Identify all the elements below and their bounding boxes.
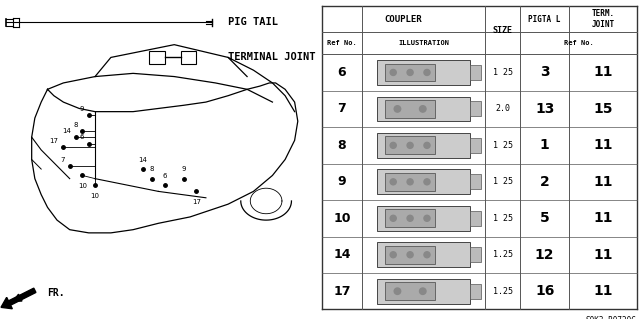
Text: 17: 17 — [192, 199, 201, 205]
FancyBboxPatch shape — [378, 169, 470, 194]
Text: S0K3-B0720C: S0K3-B0720C — [586, 316, 637, 319]
FancyBboxPatch shape — [470, 138, 481, 153]
Text: Ref No.: Ref No. — [564, 40, 593, 46]
FancyBboxPatch shape — [378, 97, 470, 121]
Circle shape — [424, 179, 430, 185]
Text: 7: 7 — [60, 157, 65, 163]
Text: 1 25: 1 25 — [493, 214, 513, 223]
Text: 14: 14 — [63, 128, 71, 134]
Circle shape — [424, 215, 430, 221]
Circle shape — [407, 215, 413, 221]
Text: 6: 6 — [79, 134, 84, 140]
Text: 8: 8 — [73, 122, 77, 128]
Circle shape — [419, 288, 426, 294]
Text: 1.25: 1.25 — [493, 250, 513, 259]
Text: 13: 13 — [535, 102, 554, 116]
Text: TERM.
JOINT: TERM. JOINT — [591, 10, 614, 29]
Text: 1 25: 1 25 — [493, 68, 513, 77]
Text: 8: 8 — [337, 139, 346, 152]
Text: 6: 6 — [337, 66, 346, 79]
FancyBboxPatch shape — [378, 242, 470, 267]
Text: 1 25: 1 25 — [493, 141, 513, 150]
Text: 5: 5 — [540, 211, 550, 225]
FancyBboxPatch shape — [470, 211, 481, 226]
Circle shape — [407, 142, 413, 148]
FancyBboxPatch shape — [470, 65, 481, 80]
Circle shape — [424, 70, 430, 76]
FancyBboxPatch shape — [378, 133, 470, 158]
Text: 9: 9 — [182, 166, 186, 172]
FancyBboxPatch shape — [180, 51, 196, 64]
Text: 2: 2 — [540, 175, 550, 189]
Text: 16: 16 — [535, 284, 554, 298]
Text: SIZE: SIZE — [493, 26, 513, 35]
Text: 10: 10 — [78, 183, 87, 189]
Text: COUPLER: COUPLER — [385, 15, 422, 24]
Text: 6: 6 — [163, 173, 167, 179]
FancyBboxPatch shape — [378, 206, 470, 231]
Text: 10: 10 — [333, 212, 351, 225]
FancyBboxPatch shape — [385, 209, 435, 227]
Circle shape — [390, 252, 396, 258]
FancyBboxPatch shape — [378, 60, 470, 85]
Text: 11: 11 — [593, 65, 612, 79]
Circle shape — [407, 179, 413, 185]
Text: 12: 12 — [535, 248, 554, 262]
FancyBboxPatch shape — [385, 246, 435, 264]
Text: PIG TAIL: PIG TAIL — [228, 17, 278, 27]
Text: 1.25: 1.25 — [493, 287, 513, 296]
Text: Ref No.: Ref No. — [327, 40, 356, 46]
Text: 15: 15 — [593, 102, 612, 116]
Text: 2.0: 2.0 — [495, 104, 510, 114]
FancyBboxPatch shape — [385, 100, 435, 118]
Circle shape — [424, 252, 430, 258]
Text: 11: 11 — [593, 138, 612, 152]
Text: 11: 11 — [593, 284, 612, 298]
FancyBboxPatch shape — [470, 174, 481, 189]
FancyBboxPatch shape — [385, 63, 435, 81]
FancyBboxPatch shape — [385, 137, 435, 154]
Text: FR.: FR. — [47, 288, 65, 299]
Circle shape — [424, 142, 430, 148]
Text: 9: 9 — [79, 106, 84, 112]
Text: 11: 11 — [593, 248, 612, 262]
FancyBboxPatch shape — [470, 101, 481, 116]
Circle shape — [390, 142, 396, 148]
Text: 3: 3 — [540, 65, 550, 79]
Circle shape — [390, 179, 396, 185]
Text: 1 25: 1 25 — [493, 177, 513, 186]
Text: 8: 8 — [150, 166, 154, 172]
FancyBboxPatch shape — [385, 282, 435, 300]
Text: 17: 17 — [333, 285, 351, 298]
Circle shape — [390, 215, 396, 221]
FancyBboxPatch shape — [385, 173, 435, 191]
Text: 11: 11 — [593, 211, 612, 225]
Circle shape — [419, 106, 426, 112]
FancyBboxPatch shape — [470, 284, 481, 299]
Text: 10: 10 — [90, 193, 100, 199]
Text: 14: 14 — [333, 248, 351, 261]
Text: 14: 14 — [138, 157, 147, 163]
Text: 9: 9 — [337, 175, 346, 188]
Text: 17: 17 — [50, 137, 59, 144]
Circle shape — [407, 70, 413, 76]
Text: 1: 1 — [540, 138, 550, 152]
Circle shape — [407, 252, 413, 258]
Text: PIGTA L: PIGTA L — [529, 15, 561, 24]
Text: 7: 7 — [337, 102, 346, 115]
Text: TERMINAL JOINT: TERMINAL JOINT — [228, 52, 316, 63]
Circle shape — [390, 70, 396, 76]
Circle shape — [394, 106, 401, 112]
FancyBboxPatch shape — [470, 247, 481, 262]
FancyBboxPatch shape — [149, 51, 164, 64]
Text: ILLUSTRATION: ILLUSTRATION — [398, 40, 449, 46]
Text: 11: 11 — [593, 175, 612, 189]
FancyArrow shape — [1, 288, 36, 309]
Circle shape — [394, 288, 401, 294]
FancyBboxPatch shape — [378, 279, 470, 304]
